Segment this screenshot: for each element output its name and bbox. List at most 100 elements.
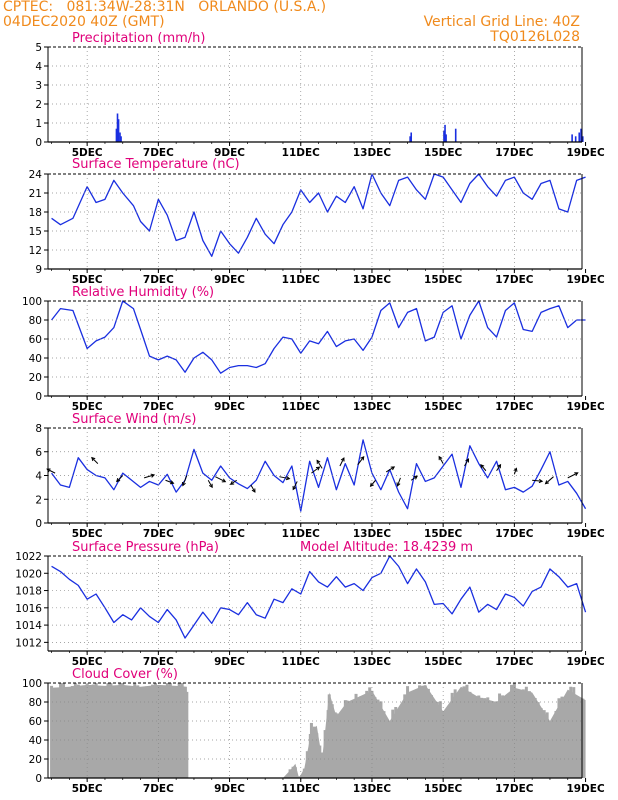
wind-direction-arrow bbox=[438, 456, 444, 464]
wind-direction-arrow bbox=[496, 464, 501, 472]
y-tick-label: 3 bbox=[35, 80, 42, 92]
wind-direction-arrow bbox=[230, 479, 237, 485]
y-tick-label: 20 bbox=[29, 372, 42, 384]
y-tick-label: 4 bbox=[35, 61, 42, 73]
wind-arrow-head bbox=[221, 478, 227, 483]
wind-arrow-head bbox=[315, 466, 321, 471]
x-tick-label: 17DEC bbox=[495, 401, 534, 413]
x-tick-label: 5DEC bbox=[72, 656, 103, 668]
wind-direction-arrow bbox=[513, 468, 517, 475]
wind-direction-arrow bbox=[215, 476, 226, 483]
precip-bar bbox=[580, 128, 582, 142]
x-tick-label: 7DEC bbox=[143, 147, 174, 159]
x-tick-label: 17DEC bbox=[495, 147, 534, 159]
series-line-3 bbox=[51, 300, 586, 374]
wind-arrow-head bbox=[480, 463, 485, 469]
wind-direction-arrow bbox=[165, 479, 174, 484]
x-tick-label: 11DEC bbox=[282, 528, 321, 540]
wind-direction-arrow bbox=[182, 475, 188, 486]
x-tick-label: 5DEC bbox=[72, 274, 103, 286]
y-tick-label: 24 bbox=[29, 169, 43, 181]
wind-direction-arrow bbox=[357, 456, 365, 466]
panel-title-2: Surface Temperature (nC) bbox=[72, 157, 240, 172]
wind-arrow-head bbox=[116, 478, 121, 483]
wind-direction-arrow bbox=[567, 472, 578, 479]
x-tick-label: 11DEC bbox=[282, 147, 321, 159]
y-tick-label: 40 bbox=[29, 735, 42, 747]
wind-arrow-head bbox=[513, 467, 518, 472]
y-tick-label: 12 bbox=[29, 245, 42, 257]
precip-bar bbox=[454, 128, 457, 142]
wind-direction-arrow bbox=[532, 479, 543, 482]
y-tick-label: 0 bbox=[35, 773, 42, 785]
wind-direction-arrow bbox=[207, 480, 213, 488]
panel-title-1: Precipitation (mm/h) bbox=[72, 31, 205, 46]
x-tick-label: 13DEC bbox=[353, 656, 392, 668]
x-tick-label: 19DEC bbox=[566, 528, 605, 540]
precip-bar bbox=[409, 136, 411, 142]
x-tick-label: 11DEC bbox=[282, 401, 321, 413]
wind-arrow-head bbox=[465, 458, 470, 463]
x-tick-label: 15DEC bbox=[424, 401, 463, 413]
wind-arrow-head bbox=[292, 485, 297, 491]
x-tick-label: 9DEC bbox=[214, 274, 245, 286]
y-tick-label: 2 bbox=[35, 99, 42, 111]
precip-bar bbox=[120, 136, 122, 142]
panel-2 bbox=[44, 173, 587, 273]
panel-title-5: Surface Pressure (hPa) bbox=[72, 540, 219, 555]
wind-arrow-head bbox=[360, 455, 365, 461]
wind-direction-arrow bbox=[339, 457, 345, 467]
y-tick-label: 100 bbox=[22, 678, 42, 690]
wind-arrow-head bbox=[181, 481, 186, 487]
x-tick-label: 9DEC bbox=[214, 528, 245, 540]
y-tick-label: 100 bbox=[22, 296, 42, 308]
header-grid-note: Vertical Grid Line: 40Z bbox=[423, 14, 580, 30]
x-tick-label: 7DEC bbox=[143, 401, 174, 413]
wind-direction-arrow bbox=[279, 476, 290, 480]
panel-1 bbox=[44, 46, 587, 146]
precip-bar bbox=[582, 136, 584, 142]
wind-direction-arrow bbox=[143, 474, 155, 479]
x-tick-label: 7DEC bbox=[143, 783, 174, 795]
x-tick-label: 15DEC bbox=[424, 147, 463, 159]
wind-arrow-head bbox=[340, 457, 345, 462]
wind-arrow-head bbox=[46, 468, 51, 473]
y-tick-label: 1022 bbox=[15, 551, 42, 563]
x-tick-label: 13DEC bbox=[353, 147, 392, 159]
panel-4 bbox=[44, 427, 587, 527]
x-tick-label: 13DEC bbox=[353, 274, 392, 286]
x-tick-label: 15DEC bbox=[424, 528, 463, 540]
x-tick-label: 19DEC bbox=[566, 656, 605, 668]
panel-title-6: Cloud Cover (%) bbox=[72, 667, 178, 682]
panel-title-3: Relative Humidity (%) bbox=[72, 285, 214, 300]
precip-bar bbox=[444, 124, 446, 142]
x-tick-label: 11DEC bbox=[282, 274, 321, 286]
x-tick-label: 13DEC bbox=[353, 528, 392, 540]
wind-arrow-head bbox=[169, 480, 175, 485]
y-tick-label: 0 bbox=[35, 518, 42, 530]
y-tick-label: 8 bbox=[35, 423, 42, 435]
x-tick-label: 5DEC bbox=[72, 147, 103, 159]
x-tick-label: 9DEC bbox=[214, 401, 245, 413]
panel-3 bbox=[44, 300, 587, 400]
x-tick-label: 17DEC bbox=[495, 528, 534, 540]
y-tick-label: 1018 bbox=[15, 586, 42, 598]
y-tick-label: 80 bbox=[29, 697, 42, 709]
precip-bar bbox=[116, 113, 119, 142]
y-tick-label: 1020 bbox=[15, 568, 42, 580]
y-tick-label: 1012 bbox=[15, 637, 42, 649]
wind-arrow-head bbox=[369, 482, 374, 488]
wind-arrow-head bbox=[538, 478, 544, 484]
panel-title-4: Surface Wind (m/s) bbox=[72, 412, 196, 427]
x-tick-label: 11DEC bbox=[282, 656, 321, 668]
y-tick-label: 60 bbox=[29, 334, 42, 346]
wind-arrow-head bbox=[544, 480, 550, 485]
wind-arrow-head bbox=[229, 480, 235, 485]
precip-bar bbox=[571, 134, 573, 142]
wind-direction-arrow bbox=[46, 468, 56, 474]
wind-direction-arrow bbox=[91, 457, 99, 464]
wind-direction-arrow bbox=[396, 477, 401, 487]
wind-direction-arrow bbox=[316, 460, 323, 469]
wind-arrow-head bbox=[316, 459, 321, 464]
